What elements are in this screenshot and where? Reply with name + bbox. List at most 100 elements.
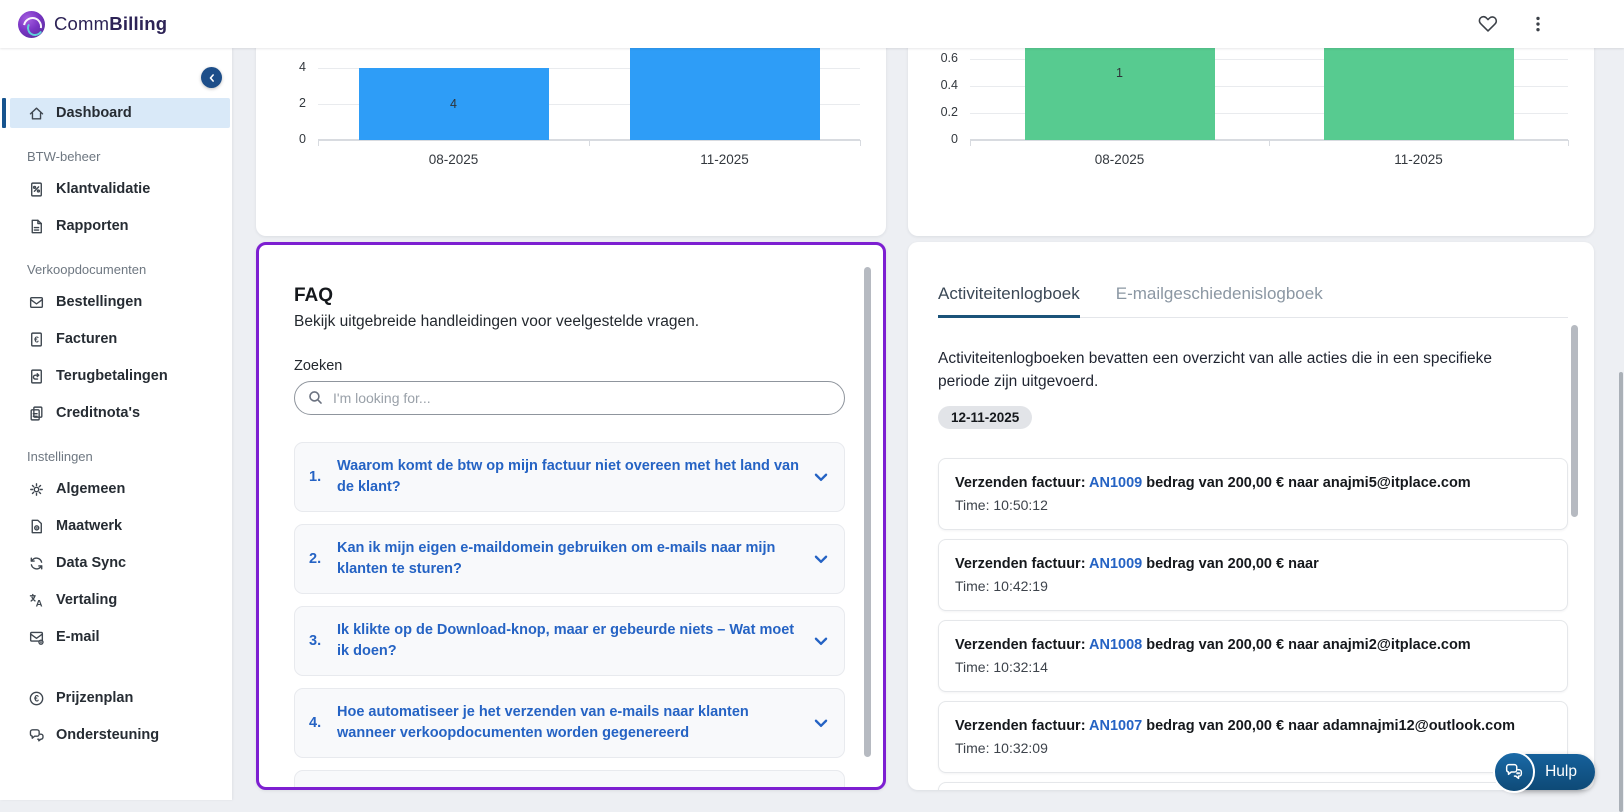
log-entry-action: Verzenden factuur: — [955, 556, 1086, 572]
faq-item-number: 4. — [309, 715, 322, 731]
tab-emailgeschiedenislogboek[interactable]: E-mailgeschiedenislogboek — [1115, 284, 1323, 303]
sidebar-item-label: E-mail — [56, 629, 100, 645]
gridline — [970, 113, 1568, 114]
kebab-menu-icon[interactable] — [1526, 12, 1550, 36]
y-axis-tick-label: 0 — [299, 132, 306, 146]
sidebar-item-rapporten[interactable]: Rapporten — [10, 211, 230, 241]
sidebar-item-e-mail[interactable]: E-mail — [10, 622, 230, 652]
bar-value-label: 4 — [450, 97, 457, 111]
translate-icon: A — [27, 591, 45, 609]
sidebar-item-label: Vertaling — [56, 592, 118, 608]
inbox-icon — [27, 293, 45, 311]
log-entry-invoice-number: AN1008 — [1089, 637, 1143, 653]
chevron-down-icon[interactable] — [812, 714, 830, 732]
x-axis-category-label: 11-2025 — [700, 152, 749, 167]
x-axis-tick — [860, 140, 861, 146]
receipt-euro-icon: € — [27, 330, 45, 348]
svg-text:A: A — [35, 598, 42, 608]
gridline — [970, 59, 1568, 60]
sidebar-section-instellingen: Instellingen — [27, 449, 93, 464]
faq-search-input[interactable] — [294, 381, 845, 415]
sidebar-section-verkoopdocumenten: Verkoopdocumenten — [27, 262, 147, 277]
chevron-down-icon[interactable] — [812, 632, 830, 650]
document-gear-icon — [27, 517, 45, 535]
x-axis-tick — [589, 140, 590, 146]
sidebar-item-klantvalidatie[interactable]: Klantvalidatie — [10, 174, 230, 204]
sidebar-item-label: Dashboard — [56, 105, 132, 121]
sidebar-collapse-button[interactable] — [201, 67, 222, 88]
sidebar-item-label: Terugbetalingen — [56, 368, 168, 384]
activity-tabs: Activiteitenlogboek E-mailgeschiedenislo… — [938, 284, 1568, 318]
faq-panel: FAQ Bekijk uitgebreide handleidingen voo… — [256, 242, 886, 790]
x-axis-category-label: 08-2025 — [1094, 152, 1145, 167]
faq-item-question: Hoe automatiseer je het verzenden van e-… — [337, 704, 749, 741]
x-axis-category-label: 11-2025 — [1394, 152, 1443, 167]
invoices-bar-chart: 0 0.2 0.4 0.6 1 08-2025 11-2025 — [908, 48, 1594, 236]
bar-11-2025 — [629, 48, 820, 140]
faq-item[interactable]: 5.Kan ik één factuur genereren die meerd… — [294, 770, 845, 787]
sidebar-item-data-sync[interactable]: Data Sync — [10, 548, 230, 578]
faq-item[interactable]: 4. Hoe automatiseer je het verzenden van … — [294, 688, 845, 758]
brand[interactable]: CommBilling — [18, 10, 167, 38]
home-icon — [27, 104, 45, 122]
y-axis-tick-label: 2 — [299, 96, 306, 110]
favorite-heart-icon[interactable] — [1476, 12, 1500, 36]
sidebar-item-dashboard[interactable]: Dashboard — [2, 98, 230, 128]
chevron-down-icon[interactable] — [812, 550, 830, 568]
sidebar-item-label: Facturen — [56, 331, 118, 347]
brand-logo-icon — [18, 10, 45, 38]
sidebar-item-label: Rapporten — [56, 218, 129, 234]
sidebar-item-algemeen[interactable]: Algemeen — [10, 474, 230, 504]
help-button-label: Hulp — [1545, 763, 1577, 780]
faq-scrollbar[interactable] — [864, 267, 871, 757]
faq-item[interactable]: 3. Ik klikte op de Download-knop, maar er… — [294, 606, 845, 676]
brand-text: CommBilling — [54, 13, 167, 35]
log-entry-time: Time: 10:42:19 — [955, 578, 1048, 594]
faq-list: 1. Waarom komt de btw op mijn factuur nie… — [294, 442, 845, 787]
receipt-refund-icon — [27, 367, 45, 385]
bar-11-2025 — [1323, 48, 1514, 140]
tab-activiteitenlogboek[interactable]: Activiteitenlogboek — [938, 284, 1080, 318]
brand-suffix: Billing — [109, 13, 168, 34]
log-entry: Verzenden factuur: AN1007 bedrag van 200… — [938, 701, 1568, 773]
faq-item-question: Kan ik mijn eigen e-maildomein gebruiken… — [337, 540, 776, 577]
faq-item-question: Kan ik één factuur genereren die meerder… — [337, 784, 806, 787]
y-axis-tick-label: 0.2 — [940, 105, 958, 119]
faq-item[interactable]: 1. Waarom komt de btw op mijn factuur nie… — [294, 442, 845, 512]
sidebar-item-prijzenplan[interactable]: € Prijzenplan — [10, 683, 230, 713]
chat-icon — [27, 726, 45, 744]
chevron-down-icon[interactable] — [812, 468, 830, 486]
log-entry-action: Verzenden factuur: — [955, 718, 1086, 734]
copy-document-icon — [27, 404, 45, 422]
page-scrollbar[interactable] — [1619, 372, 1623, 812]
sidebar-item-creditnota-s[interactable]: Creditnota's — [10, 398, 230, 428]
bar-value-label: 1 — [1116, 65, 1123, 80]
sidebar-item-bestellingen[interactable]: Bestellingen — [10, 287, 230, 317]
search-icon — [307, 389, 324, 411]
faq-item-number: 1. — [309, 469, 322, 485]
gridline — [318, 104, 860, 105]
sidebar-item-vertaling[interactable]: A Vertaling — [10, 585, 230, 615]
log-entry-invoice-number: AN1009 — [1089, 556, 1143, 572]
sidebar-item-label: Data Sync — [56, 555, 127, 571]
faq-item[interactable]: 2. Kan ik mijn eigen e-maildomein gebruik… — [294, 524, 845, 594]
faq-item-number: 2. — [309, 551, 322, 567]
y-axis-tick-label: 0.4 — [940, 78, 958, 92]
sidebar-item-maatwerk[interactable]: Maatwerk — [10, 511, 230, 541]
date-badge: 12-11-2025 — [938, 406, 1033, 429]
sidebar-item-facturen[interactable]: € Facturen — [10, 324, 230, 354]
log-entry-time: Time: 10:32:09 — [955, 740, 1048, 756]
faq-subtitle: Bekijk uitgebreide handleidingen voor ve… — [294, 313, 699, 330]
faq-search-label: Zoeken — [294, 358, 343, 374]
log-entry-details: bedrag van 200,00 € naar anajmi5@itplace… — [1146, 475, 1471, 491]
log-entry: Verzenden factuur: AN1009 bedrag van 200… — [938, 458, 1568, 530]
log-entry: Verzenden factuur: AN1008 bedrag van 200… — [938, 620, 1568, 692]
help-button[interactable]: Hulp — [1493, 751, 1595, 793]
sidebar-item-terugbetalingen[interactable]: Terugbetalingen — [10, 361, 230, 391]
log-entry-details: bedrag van 200,00 € naar anajmi2@itplace… — [1146, 637, 1471, 653]
gridline — [970, 86, 1568, 87]
svg-text:€: € — [34, 334, 39, 344]
brand-prefix: Comm — [54, 13, 110, 34]
activity-scrollbar[interactable] — [1571, 325, 1578, 517]
sidebar-item-ondersteuning[interactable]: Ondersteuning — [10, 720, 230, 750]
